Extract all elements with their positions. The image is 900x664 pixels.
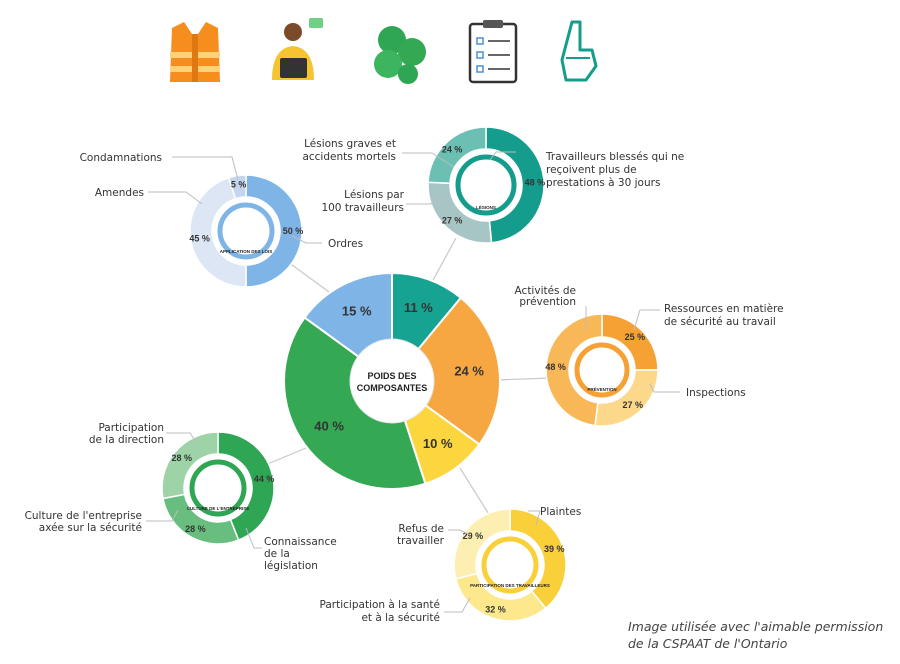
credit-line-1: Image utilisée avec l'aimable permission	[628, 619, 884, 634]
callout-participation-direction-1: Participation	[98, 422, 164, 434]
donut-badge-ring	[189, 459, 247, 517]
donut-value-label: 28 %	[185, 524, 206, 534]
donut-center	[214, 199, 278, 263]
callout-lesions-par-1: Lésions par	[344, 189, 404, 201]
main-pie-value-label: 15 %	[342, 304, 372, 319]
clipboard-checklist-icon	[468, 20, 518, 84]
donut-slice	[189, 176, 247, 288]
donut-center	[571, 339, 633, 401]
callout-travailleurs-blesses-3: prestations à 30 jours	[546, 177, 660, 189]
component-donut-charts: 48 % 27 % 24 % LÉSIONS 25 % 27 % 48 % PRÉVENTIO…	[161, 126, 659, 622]
donut-slice	[227, 174, 247, 200]
donut-badge-name: APPLICATION DES LOIS	[220, 249, 272, 254]
callout-condamnations: Condamnations	[80, 152, 162, 164]
worker-laptop-icon	[272, 18, 323, 80]
callout-plaintes: Plaintes	[540, 506, 581, 518]
donut-value-label: 29 %	[463, 531, 484, 541]
callout-refus-2: travailler	[397, 535, 445, 547]
donut-slice	[509, 508, 567, 610]
callout-ressources-2: de sécurité au travail	[664, 316, 776, 328]
donut-value-label: 44 %	[254, 474, 275, 484]
credit-line-2: de la CSPAAT de l'Ontario	[628, 636, 788, 651]
callout-travailleurs-blesses-2: reçoivent plus de	[546, 164, 637, 176]
donut-chart: 44 % 28 % 28 % CULTURE DE L'ENTREPRISE	[161, 431, 275, 545]
callout-lesions-par-2: 100 travailleurs	[321, 202, 404, 214]
callout-leaders	[146, 151, 680, 613]
callout-inspections: Inspections	[686, 387, 746, 399]
callout-participation-direction-2: de la direction	[89, 434, 164, 446]
donut-value-label: 39 %	[544, 544, 565, 554]
main-pie-value-label: 40 %	[314, 419, 344, 434]
callout-participation-sante-2: et à la sécurité	[361, 612, 440, 624]
center-title-line2: COMPOSANTES	[357, 383, 428, 393]
callout-culture-axee-2: axée sur la sécurité	[39, 522, 142, 534]
donut-center	[478, 533, 542, 597]
donut-value-label: 24 %	[442, 145, 463, 155]
main-pie-value-label: 11 %	[404, 300, 433, 315]
raised-finger-hand-icon	[560, 20, 598, 82]
puzzle-icon	[374, 26, 426, 84]
donut-badge-name: LÉSIONS	[476, 203, 496, 210]
callout-participation-sante-1: Participation à la santé	[320, 599, 440, 611]
image-credit: Image utilisée avec l'aimable permission…	[628, 618, 898, 652]
donut-badge-ring	[574, 342, 630, 398]
donut-value-label: 27 %	[622, 400, 643, 410]
callout-connaissance-3: législation	[264, 560, 318, 572]
donut-value-label: 5 %	[231, 180, 247, 190]
callout-refus-1: Refus de	[398, 523, 444, 535]
donut-chart: 48 % 27 % 24 % LÉSIONS	[427, 126, 546, 244]
callout-activites-prevention-2: prévention	[519, 296, 576, 308]
donut-chart: 50 % 45 % 5 % APPLICATION DES LOIS	[189, 174, 304, 288]
callout-ordres: Ordres	[328, 238, 363, 250]
center-title-line1: POIDS DES	[367, 371, 416, 381]
donut-value-label: 50 %	[283, 226, 304, 236]
donut-center	[186, 456, 250, 520]
donut-value-label: 32 %	[485, 605, 506, 615]
main-pie-slice	[390, 296, 501, 446]
callout-amendes: Amendes	[95, 187, 144, 199]
donut-value-label: 45 %	[189, 233, 210, 243]
donut-chart: 25 % 27 % 48 % PRÉVENTION	[545, 313, 659, 427]
donut-center	[452, 151, 520, 219]
callout-lesions-graves-1: Lésions graves et	[304, 138, 396, 150]
donut-badge-ring	[455, 154, 517, 216]
donut-slice	[217, 431, 275, 542]
donut-badge-name: CULTURE DE L'ENTREPRISE	[187, 506, 250, 511]
donut-slice	[427, 126, 487, 185]
callout-lesions-graves-2: accidents mortels	[302, 151, 396, 163]
callout-ressources-1: Ressources en matière	[664, 303, 784, 315]
callout-connaissance-1: Connaissance	[264, 536, 337, 548]
donut-slice	[245, 174, 303, 288]
donut-value-label: 48 %	[545, 362, 566, 372]
donut-slice	[485, 126, 545, 244]
donut-slice	[453, 508, 511, 580]
callout-connaissance-2: de la	[264, 548, 290, 560]
callout-activites-prevention-1: Activités de	[515, 285, 576, 297]
donut-value-label: 28 %	[172, 453, 193, 463]
donut-badge-name: PARTICIPATION DES TRAVAILLEURS	[470, 583, 550, 588]
main-pie-value-label: 10 %	[423, 436, 453, 451]
donut-slice	[545, 313, 603, 427]
donut-badge-name: PRÉVENTION	[587, 385, 616, 392]
donut-chart: 39 % 32 % 29 % PARTICIPATION DES TRAVAILLEU…	[453, 508, 567, 622]
callout-travailleurs-blesses-1: Travailleurs blessés qui ne	[545, 151, 684, 163]
main-pie-slice	[283, 316, 427, 490]
center-label: POIDS DES COMPOSANTES	[349, 338, 435, 424]
safety-vest-icon	[170, 22, 220, 82]
donut-badge-ring	[217, 202, 275, 260]
donut-badge-ring	[481, 536, 539, 594]
donut-value-label: 25 %	[625, 332, 646, 342]
donut-slice	[161, 431, 219, 500]
callout-culture-axee-1: Culture de l'entreprise	[25, 510, 142, 522]
donut-value-label: 27 %	[442, 215, 463, 225]
main-pie-value-label: 24 %	[454, 363, 484, 378]
donut-value-label: 48 %	[525, 178, 546, 188]
